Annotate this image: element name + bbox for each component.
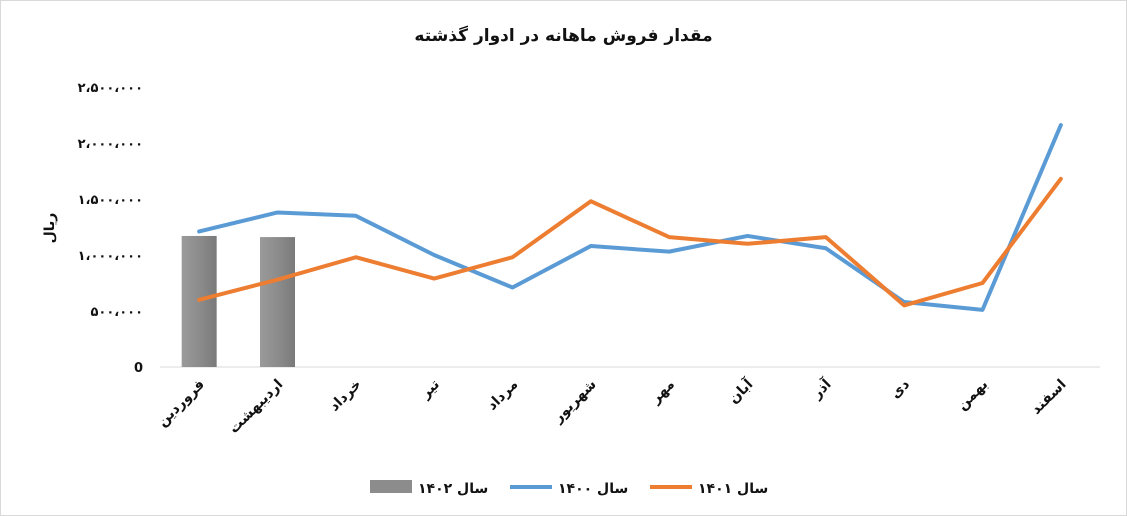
x-axis: فروردین اردیبهشت خرداد تیر مرداد شهریور مهر آبا… xyxy=(154,374,1069,437)
x-tick-label: شهریور xyxy=(550,377,600,427)
y-axis: 0 ۵۰۰،۰۰۰ ۱،۰۰۰،۰۰۰ ۱،۵۰۰،۰۰۰ ۲،۰۰۰،۰۰۰ ۲،۵۰۰… xyxy=(42,81,1100,376)
y-tick-label: ۲،۵۰۰،۰۰۰ xyxy=(78,81,143,96)
x-tick-label: مرداد xyxy=(484,377,521,414)
y-tick-label: ۱،۰۰۰،۰۰۰ xyxy=(78,249,143,264)
y-axis-label: ریال xyxy=(42,213,58,244)
y-tick-label: 0 xyxy=(134,361,143,376)
y-tick-label: ۱،۵۰۰،۰۰۰ xyxy=(78,193,143,208)
y-tick-label: ۵۰۰،۰۰۰ xyxy=(90,305,143,320)
line-series xyxy=(197,123,1063,312)
x-tick-label: دی xyxy=(888,377,913,402)
x-tick-label: بهمن xyxy=(954,377,991,414)
legend: سال ۱۴۰۲ سال ۱۴۰۰ سال ۱۴۰۱ xyxy=(370,480,768,497)
legend-label: سال ۱۴۰۲ xyxy=(418,481,488,497)
x-tick-label: فروردین xyxy=(154,377,208,431)
y-tick-label: ۲،۰۰۰،۰۰۰ xyxy=(78,137,143,152)
x-tick-label: تیر xyxy=(417,377,443,403)
chart-title: مقدار فروش ماهانه در ادوار گذشته xyxy=(414,26,713,46)
x-tick-label: آبان xyxy=(724,374,757,407)
series-line xyxy=(197,176,1063,308)
legend-swatch xyxy=(370,480,412,493)
x-tick-label: اسفند xyxy=(1028,377,1069,418)
x-tick-label: خرداد xyxy=(327,377,365,415)
x-tick-label: اردیبهشت xyxy=(226,377,286,437)
x-tick-label: مهر xyxy=(647,377,678,408)
bar xyxy=(260,237,295,367)
bar-series xyxy=(181,235,295,367)
legend-label: سال ۱۴۰۰ xyxy=(558,481,628,497)
legend-label: سال ۱۴۰۱ xyxy=(698,481,768,497)
x-tick-label: آذر xyxy=(807,374,835,402)
